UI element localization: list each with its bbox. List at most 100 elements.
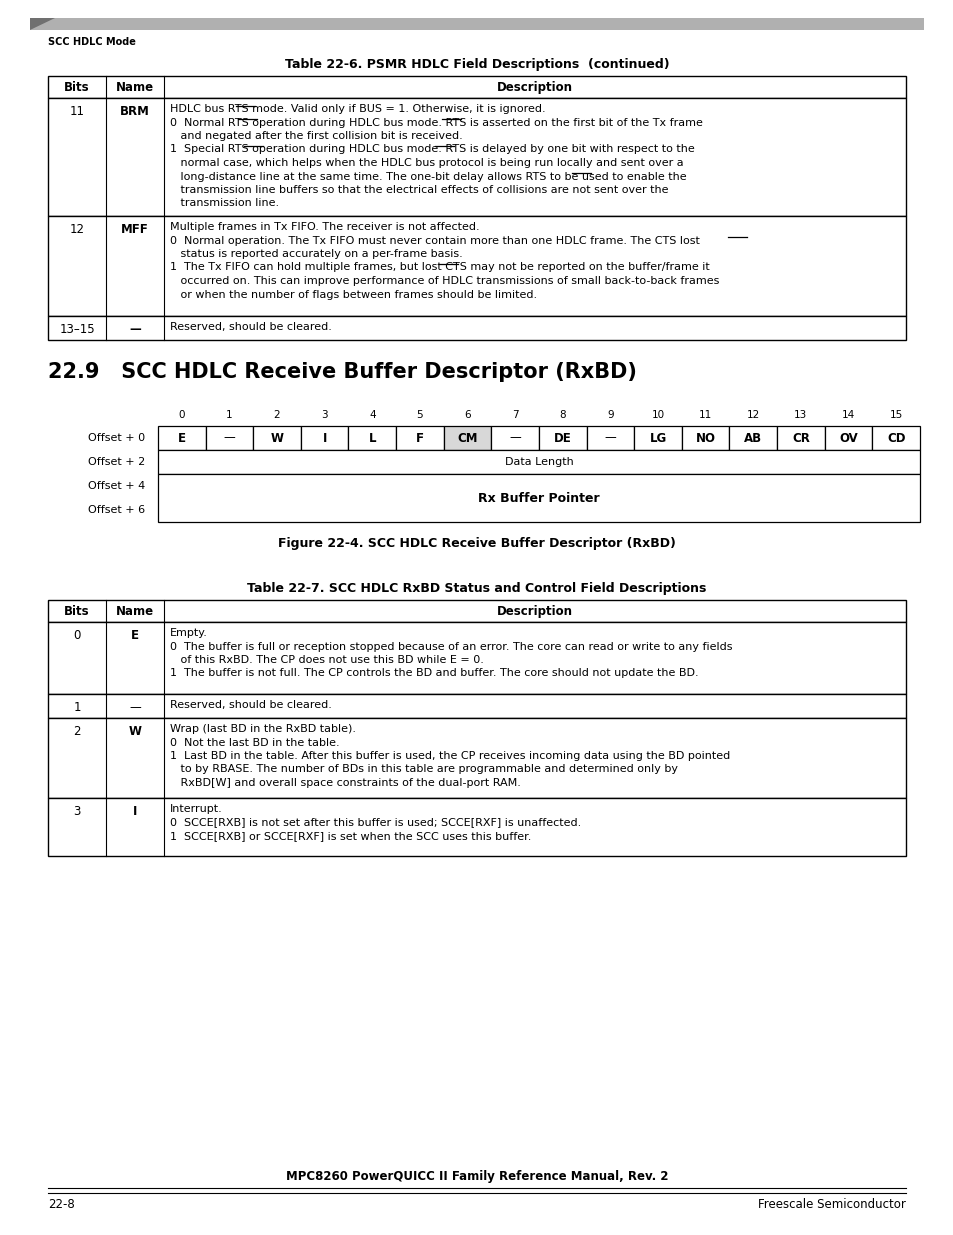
Text: 11: 11 [699, 410, 712, 420]
Text: RxBD[W] and overall space constraints of the dual-port RAM.: RxBD[W] and overall space constraints of… [170, 778, 520, 788]
Text: E: E [131, 629, 139, 642]
Text: 5: 5 [416, 410, 423, 420]
Bar [824, 426, 871, 450]
Bar [206, 426, 253, 450]
Text: Reserved, should be cleared.: Reserved, should be cleared. [170, 700, 332, 710]
Text: MFF: MFF [121, 224, 149, 236]
Text: or when the number of flags between frames should be limited.: or when the number of flags between fram… [170, 289, 537, 300]
Text: Description: Description [497, 82, 573, 94]
Text: of this RxBD. The CP does not use this BD while E = 0.: of this RxBD. The CP does not use this B… [170, 655, 483, 664]
Text: —: — [129, 324, 141, 336]
Text: 3: 3 [321, 410, 328, 420]
Text: 1: 1 [73, 701, 81, 714]
Text: to by RBASE. The number of BDs in this table are programmable and determined onl: to by RBASE. The number of BDs in this t… [170, 764, 678, 774]
Text: I: I [132, 805, 137, 818]
Text: 13: 13 [794, 410, 807, 420]
Text: transmission line.: transmission line. [170, 199, 279, 209]
Text: Description: Description [497, 605, 573, 618]
Text: Rx Buffer Pointer: Rx Buffer Pointer [477, 492, 599, 505]
Text: Offset + 0: Offset + 0 [88, 433, 145, 443]
Text: 3: 3 [73, 805, 81, 818]
Text: 15: 15 [888, 410, 902, 420]
Text: SCC HDLC Mode: SCC HDLC Mode [48, 37, 135, 47]
Bar [729, 426, 777, 450]
Text: CD: CD [886, 431, 904, 445]
Text: status is reported accurately on a per-frame basis.: status is reported accurately on a per-f… [170, 249, 462, 259]
Text: Reserved, should be cleared.: Reserved, should be cleared. [170, 322, 332, 332]
Text: occurred on. This can improve performance of HDLC transmissions of small back-to: occurred on. This can improve performanc… [170, 275, 719, 287]
Text: normal case, which helps when the HDLC bus protocol is being run locally and sen: normal case, which helps when the HDLC b… [170, 158, 683, 168]
Text: Offset + 2: Offset + 2 [88, 457, 145, 467]
Text: 1  The Tx FIFO can hold multiple frames, but lost CTS may not be reported on the: 1 The Tx FIFO can hold multiple frames, … [170, 263, 709, 273]
Bar [777, 426, 824, 450]
Text: Name: Name [116, 82, 153, 94]
Text: CM: CM [456, 431, 477, 445]
Bar [871, 426, 919, 450]
Bar [158, 474, 919, 522]
Text: 9: 9 [606, 410, 613, 420]
Bar [48, 98, 905, 216]
Text: 0  Normal operation. The Tx FIFO must never contain more than one HDLC frame. Th: 0 Normal operation. The Tx FIFO must nev… [170, 236, 700, 246]
Text: Data Length: Data Length [504, 457, 573, 467]
Bar [634, 426, 681, 450]
Bar [158, 450, 919, 474]
Text: —: — [604, 431, 616, 445]
Bar [48, 798, 905, 856]
Bar [30, 19, 923, 30]
Text: LG: LG [649, 431, 666, 445]
Text: 12: 12 [70, 224, 85, 236]
Bar [48, 622, 905, 694]
Bar [681, 426, 729, 450]
Text: 7: 7 [512, 410, 518, 420]
Text: 0  Not the last BD in the table.: 0 Not the last BD in the table. [170, 737, 339, 747]
Text: BRM: BRM [120, 105, 150, 119]
Text: I: I [322, 431, 327, 445]
Text: DE: DE [554, 431, 571, 445]
Text: 6: 6 [464, 410, 471, 420]
Text: 1  Special RTS operation during HDLC bus mode. RTS is delayed by one bit with re: 1 Special RTS operation during HDLC bus … [170, 144, 694, 154]
Text: NO: NO [695, 431, 715, 445]
Text: 11: 11 [70, 105, 85, 119]
Text: 13–15: 13–15 [59, 324, 94, 336]
Text: Table 22-6. PSMR HDLC Field Descriptions  (continued): Table 22-6. PSMR HDLC Field Descriptions… [284, 58, 669, 70]
Text: 0: 0 [73, 629, 81, 642]
Text: Name: Name [116, 605, 153, 618]
Text: 0  Normal RTS operation during HDLC bus mode. RTS is asserted on the first bit o: 0 Normal RTS operation during HDLC bus m… [170, 117, 702, 127]
Bar [48, 600, 905, 622]
Bar [48, 718, 905, 798]
Bar [158, 426, 206, 450]
Text: Offset + 4: Offset + 4 [88, 480, 145, 492]
Bar [48, 77, 905, 98]
Text: W: W [271, 431, 283, 445]
Text: 1  Last BD in the table. After this buffer is used, the CP receives incoming dat: 1 Last BD in the table. After this buffe… [170, 751, 729, 761]
Text: Multiple frames in Tx FIFO. The receiver is not affected.: Multiple frames in Tx FIFO. The receiver… [170, 222, 479, 232]
Text: E: E [177, 431, 186, 445]
Text: Bits: Bits [64, 605, 90, 618]
Text: MPC8260 PowerQUICC II Family Reference Manual, Rev. 2: MPC8260 PowerQUICC II Family Reference M… [286, 1170, 667, 1183]
Text: F: F [416, 431, 423, 445]
Bar [395, 426, 443, 450]
Text: Offset + 6: Offset + 6 [88, 505, 145, 515]
Text: 22-8: 22-8 [48, 1198, 74, 1212]
Text: 8: 8 [558, 410, 565, 420]
Text: HDLC bus RTS mode. Valid only if BUS = 1. Otherwise, it is ignored.: HDLC bus RTS mode. Valid only if BUS = 1… [170, 104, 545, 114]
Bar [443, 426, 491, 450]
Text: 0  The buffer is full or reception stopped because of an error. The core can rea: 0 The buffer is full or reception stoppe… [170, 641, 732, 652]
Text: 2: 2 [73, 725, 81, 739]
Bar [348, 426, 395, 450]
Text: 0  SCCE[RXB] is not set after this buffer is used; SCCE[RXF] is unaffected.: 0 SCCE[RXB] is not set after this buffer… [170, 818, 580, 827]
Bar [586, 426, 634, 450]
Text: Bits: Bits [64, 82, 90, 94]
Text: 2: 2 [274, 410, 280, 420]
Bar [253, 426, 300, 450]
Text: transmission line buffers so that the electrical effects of collisions are not s: transmission line buffers so that the el… [170, 185, 668, 195]
Text: L: L [368, 431, 375, 445]
Text: W: W [129, 725, 141, 739]
Text: 14: 14 [841, 410, 854, 420]
Text: —: — [509, 431, 520, 445]
Text: 4: 4 [369, 410, 375, 420]
Text: 1  The buffer is not full. The CP controls the BD and buffer. The core should no: 1 The buffer is not full. The CP control… [170, 668, 698, 678]
Text: Wrap (last BD in the RxBD table).: Wrap (last BD in the RxBD table). [170, 724, 355, 734]
Text: 22.9   SCC HDLC Receive Buffer Descriptor (RxBD): 22.9 SCC HDLC Receive Buffer Descriptor … [48, 362, 637, 382]
Polygon shape [30, 19, 55, 30]
